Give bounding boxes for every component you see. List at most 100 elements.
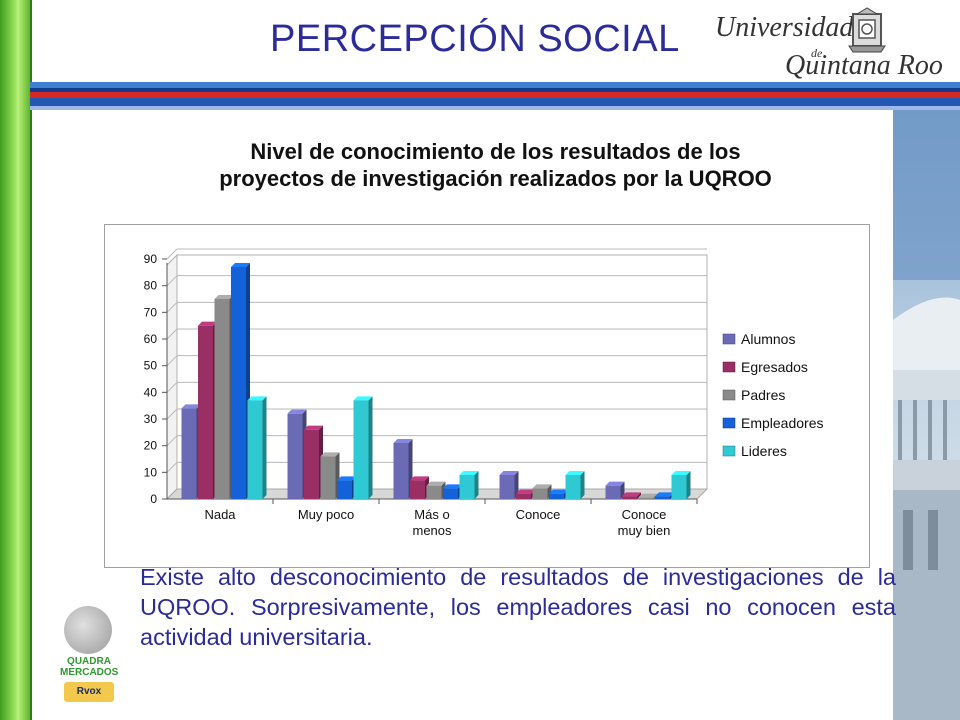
x-tick-label: Más o <box>414 507 449 522</box>
bar-top <box>499 471 519 475</box>
grid-line-side <box>166 408 178 420</box>
bar-padres-0 <box>214 299 230 499</box>
bar-alumnos-1 <box>287 413 303 499</box>
legend-swatch-empleadores <box>722 417 736 429</box>
bar-top <box>198 321 217 326</box>
bar-top <box>214 295 234 299</box>
chart-title-line-1: Nivel de conocimiento de los resultados … <box>250 139 741 164</box>
legend-label-padres: Padres <box>741 387 785 403</box>
bar-egresados-3 <box>516 493 531 499</box>
legend-label-empleadores: Empleadores <box>741 415 824 431</box>
legend-label-alumnos: Alumnos <box>741 331 795 347</box>
header-stripe-red <box>30 92 960 98</box>
logo-line-3: Quintana Roo <box>785 50 943 81</box>
bar-top <box>247 396 267 401</box>
bar-egresados-1 <box>304 429 319 499</box>
quadra-logo-line-1: QUADRA <box>67 656 111 667</box>
bar-egresados-4 <box>622 496 637 499</box>
bar-top <box>337 476 356 481</box>
bar-alumnos-2 <box>393 443 409 499</box>
bar-top <box>605 481 625 486</box>
quadra-mercados-logo: QUADRA MERCADOS Rvox <box>60 606 118 710</box>
bar-top <box>443 484 462 489</box>
grid-line-side <box>166 381 178 393</box>
bar-empleadores-2 <box>443 488 458 499</box>
bar-empleadores-1 <box>337 480 352 499</box>
university-logo: Universidad de Quintana Roo <box>715 6 945 81</box>
bar-top <box>393 439 413 443</box>
bar-side <box>686 471 691 499</box>
y-tick-label: 60 <box>144 332 158 346</box>
bar-padres-2 <box>426 485 442 499</box>
grid-line-side <box>166 275 178 287</box>
bar-chart: 0 10 20 30 40 50 60 70 80 90 Nada Muy poco Más omeno… <box>144 248 824 538</box>
header-stripe-blue <box>30 98 960 106</box>
bar-side <box>580 471 585 499</box>
bar-top <box>655 492 674 497</box>
bar-side <box>514 471 519 499</box>
y-tick-label: 40 <box>144 385 158 399</box>
y-tick-label: 80 <box>144 279 158 293</box>
x-tick-label: Conoce <box>622 507 667 522</box>
y-tick-label: 90 <box>144 252 158 266</box>
bar-empleadores-0 <box>231 267 246 499</box>
legend-swatch-egresados <box>722 361 736 373</box>
bar-top <box>638 493 658 498</box>
bar-lideres-4 <box>671 475 687 499</box>
x-tick-label: muy bien <box>618 523 671 538</box>
chart-frame: 0 10 20 30 40 50 60 70 80 90 Nada Muy poco Más o meno… <box>104 224 870 568</box>
bar-padres-1 <box>320 456 336 499</box>
bar-side <box>368 396 373 499</box>
grid-line-side <box>166 248 178 260</box>
y-tick-label: 10 <box>144 465 158 479</box>
legend-swatch-alumnos <box>722 333 736 345</box>
grid-line-side <box>166 355 178 367</box>
bar-top <box>532 484 552 489</box>
bar-egresados-2 <box>410 480 425 499</box>
bar-top <box>181 404 201 409</box>
legend-swatch-padres <box>722 389 736 401</box>
header-stripe-pale <box>30 106 960 110</box>
grid-line-side <box>166 301 178 313</box>
bar-top <box>353 396 373 401</box>
bar-side <box>637 492 641 499</box>
grid-line-side <box>166 435 178 447</box>
left-accent-bar <box>0 0 32 720</box>
header-stripe-dark-blue <box>30 88 960 92</box>
bar-top <box>320 452 340 457</box>
legend-label-lideres: Lideres <box>741 443 787 459</box>
chart-title: Nivel de conocimiento de los resultados … <box>98 138 893 192</box>
x-tick-label: menos <box>412 523 452 538</box>
bar-alumnos-0 <box>181 408 197 499</box>
bar-top <box>516 489 535 494</box>
logo-line-1: Universidad <box>715 12 854 43</box>
logo-line-2: de <box>811 46 823 60</box>
bar-padres-3 <box>532 488 548 499</box>
bar-empleadores-4 <box>655 496 670 499</box>
bar-side <box>620 481 625 499</box>
bar-top <box>231 263 250 267</box>
header-stripe-light-blue <box>30 82 960 88</box>
bar-alumnos-3 <box>499 475 515 499</box>
conclusion-text: Existe alto desconocimiento de resultado… <box>140 564 896 650</box>
bar-top <box>304 425 323 430</box>
y-tick-label: 20 <box>144 439 158 453</box>
bar-alumnos-4 <box>605 485 621 499</box>
y-tick-label: 30 <box>144 412 158 426</box>
legend-label-egresados: Egresados <box>741 359 808 375</box>
bar-padres-4 <box>638 497 654 499</box>
bar-top <box>622 492 641 497</box>
slide-title: PERCEPCIÓN SOCIAL <box>270 18 680 60</box>
bar-top <box>426 481 446 486</box>
x-tick-label: Nada <box>204 507 236 522</box>
bar-top <box>549 489 568 494</box>
y-tick-label: 0 <box>150 492 157 506</box>
grid-line-side <box>166 328 178 340</box>
background-building-photo <box>893 110 960 720</box>
bar-egresados-0 <box>198 325 213 499</box>
bar-side <box>474 471 479 499</box>
bar-empleadores-3 <box>549 493 564 499</box>
bar-top <box>671 471 691 475</box>
bar-lideres-1 <box>353 400 369 499</box>
x-tick-label: Muy poco <box>298 507 354 522</box>
